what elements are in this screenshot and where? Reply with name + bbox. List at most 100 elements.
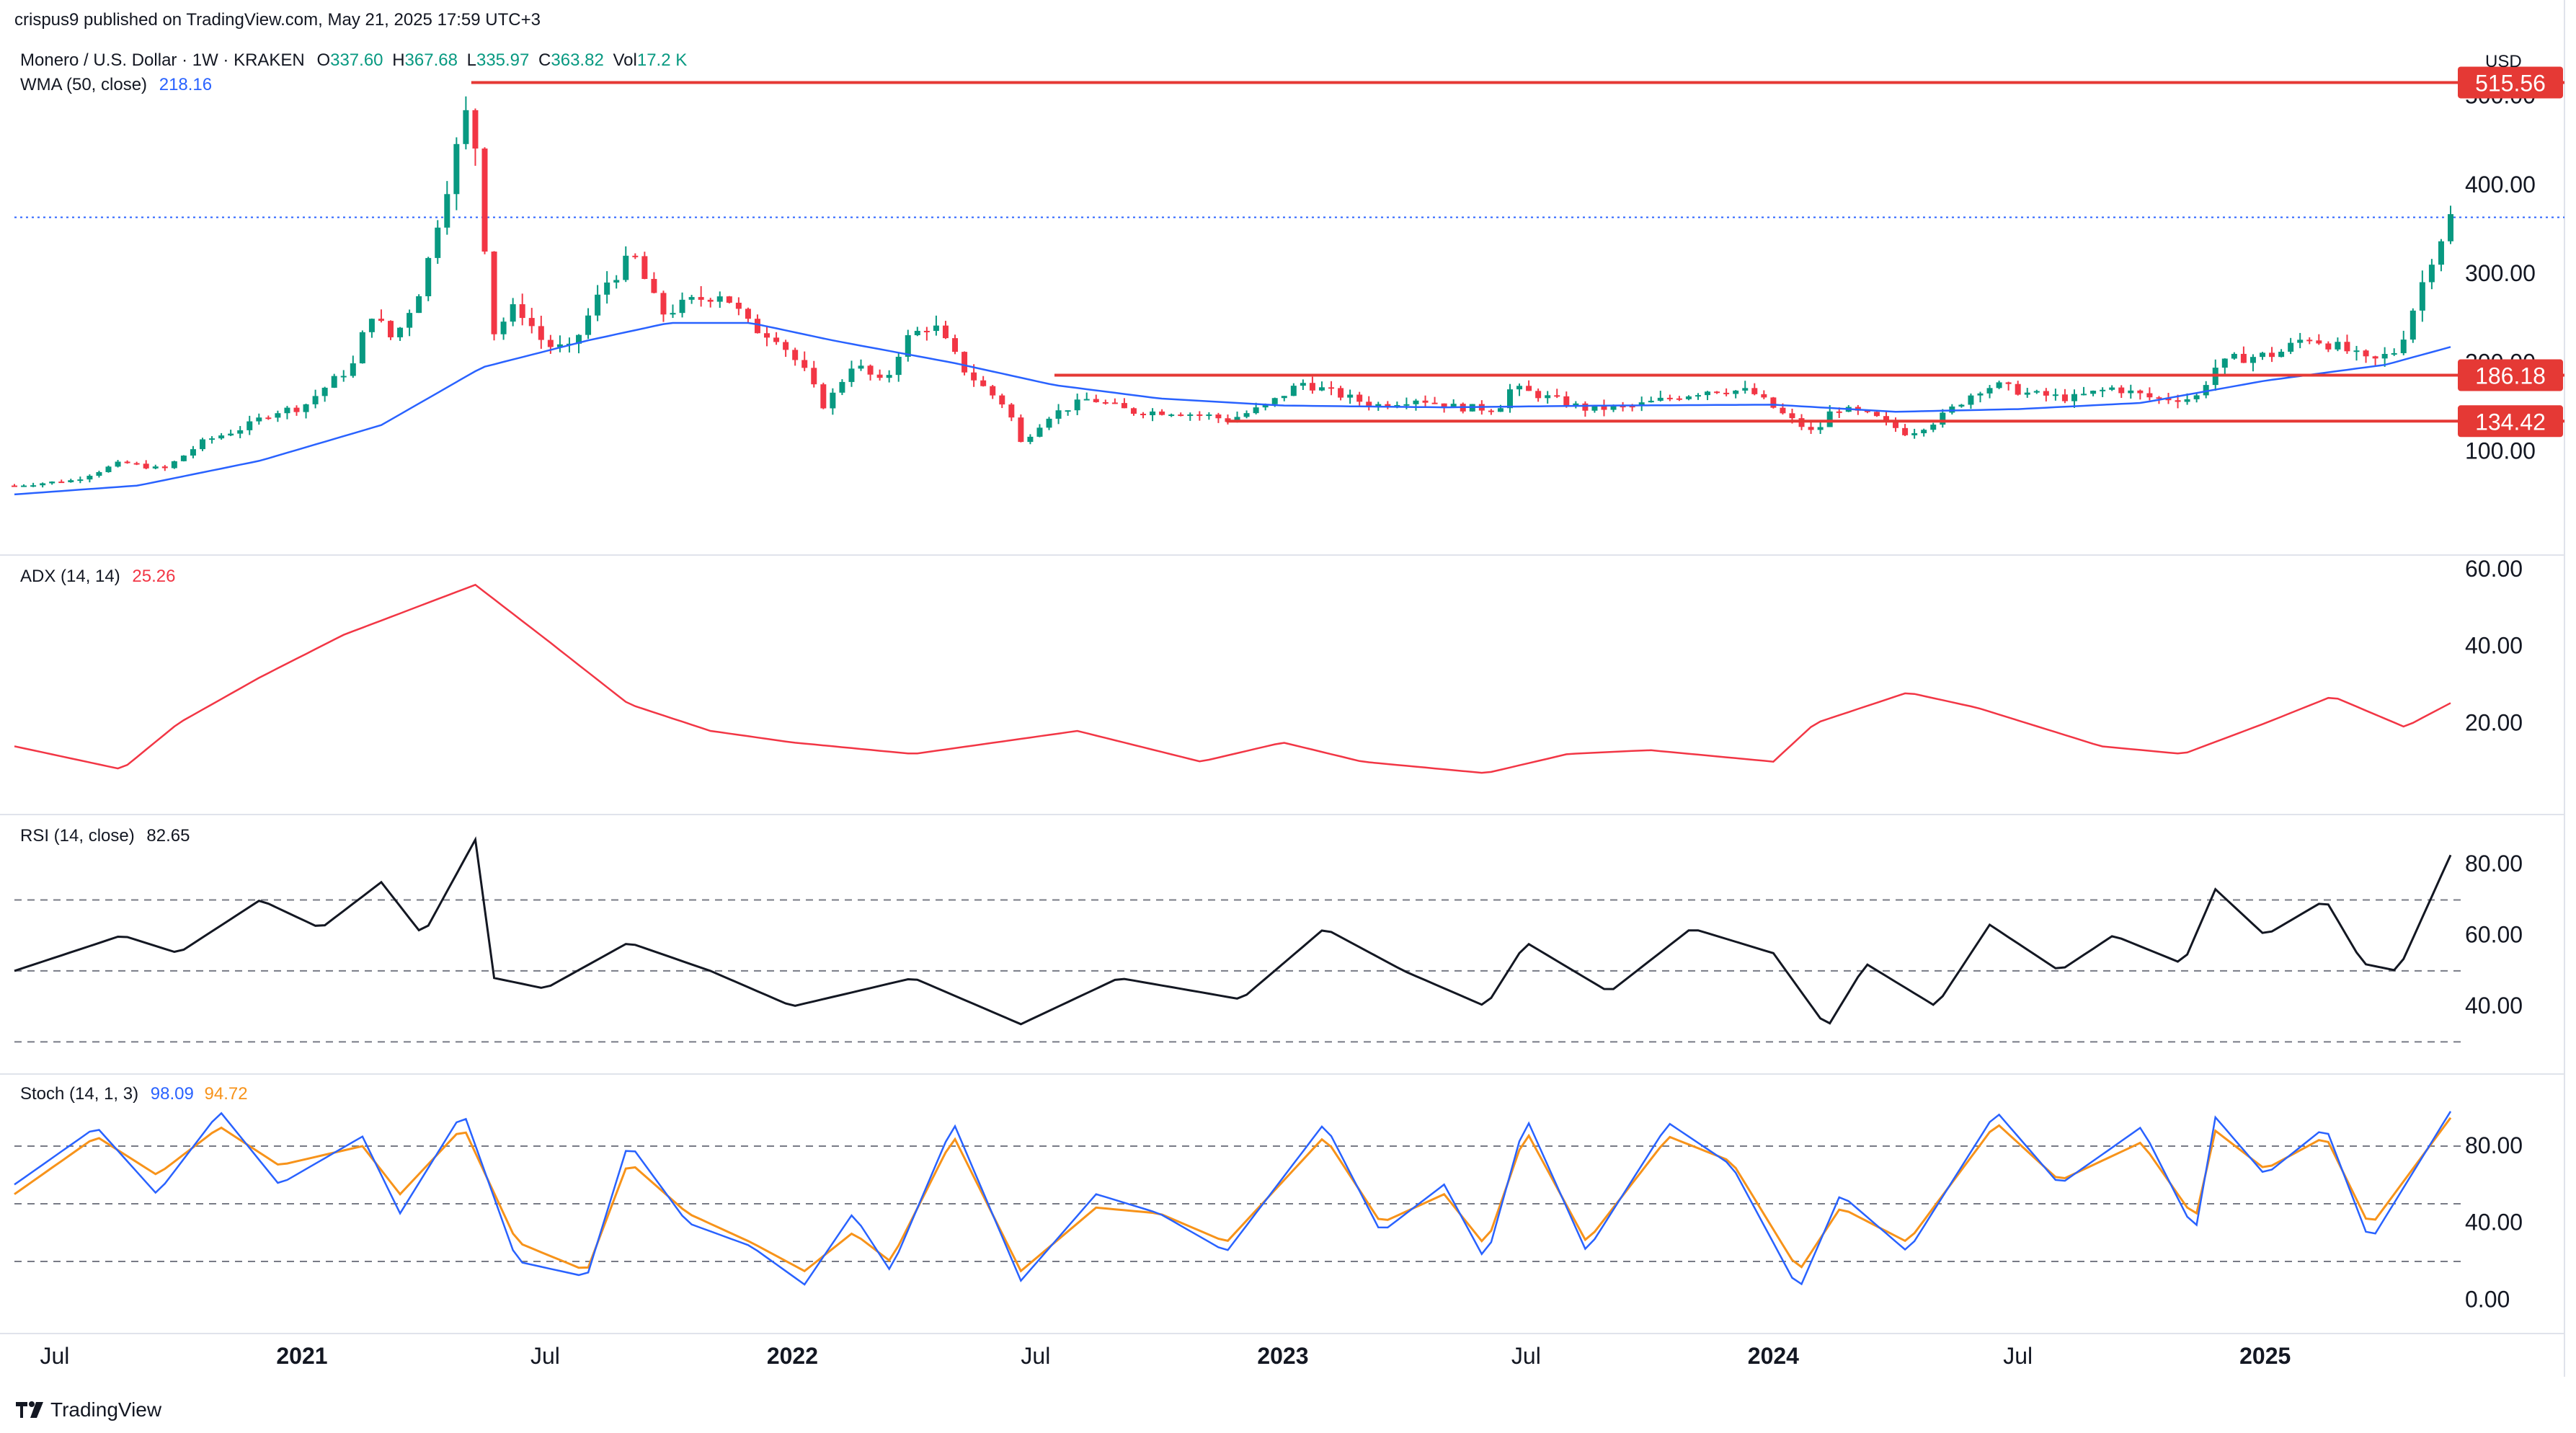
y-tick-label: 40.00 <box>2465 1210 2523 1235</box>
high-value: 367.68 <box>404 50 458 70</box>
level-price-tag <box>2458 66 2563 99</box>
candle-up <box>86 476 93 480</box>
candle-up <box>2024 392 2030 395</box>
currency-label[interactable]: USD <box>2485 52 2522 71</box>
tradingview-footer[interactable]: TradingView <box>14 1398 161 1421</box>
candle-down <box>1018 417 1024 443</box>
candle-up <box>510 304 516 322</box>
candle-up <box>500 321 507 334</box>
candle-down <box>378 319 384 321</box>
candle-up <box>1027 436 1034 443</box>
candle-up <box>1290 386 1297 396</box>
candle-down <box>481 148 488 252</box>
candle-down <box>783 342 789 350</box>
candle-up <box>576 334 582 344</box>
candle-up <box>2221 358 2228 368</box>
symbol-label: Monero / U.S. Dollar · 1W · KRAKEN <box>20 50 305 70</box>
candle-up <box>444 194 450 228</box>
close-value: 363.82 <box>551 50 604 70</box>
candle-up <box>321 387 328 396</box>
candle-down <box>528 318 535 327</box>
candle-down <box>641 256 648 279</box>
candle-up <box>886 375 892 378</box>
candle-up <box>1243 413 1250 417</box>
candle-up <box>1347 394 1354 398</box>
candle-down <box>811 368 817 385</box>
candle-up <box>2100 389 2106 391</box>
candle-down <box>726 296 732 303</box>
x-tick-label: Jul <box>40 1343 69 1369</box>
candle-up <box>368 319 375 332</box>
candle-down <box>1666 397 1673 399</box>
volume-label: Vol <box>613 50 637 70</box>
candle-down <box>491 252 497 334</box>
candle-up <box>613 280 620 283</box>
x-tick-label: 2025 <box>2239 1343 2291 1369</box>
x-tick-label: Jul <box>2003 1343 2033 1369</box>
candle-up <box>623 255 629 280</box>
candle-up <box>1083 399 1090 401</box>
candle-down <box>1178 414 1184 417</box>
candle-up <box>1545 395 1551 399</box>
candle-up <box>49 482 55 484</box>
candle-up <box>209 438 216 440</box>
tradingview-logo-icon <box>16 1401 43 1418</box>
x-tick-label: 2023 <box>1257 1343 1308 1369</box>
candle-up <box>1206 414 1212 417</box>
level-price-label: 515.56 <box>2475 70 2546 96</box>
candle-down <box>1902 427 1909 435</box>
y-tick-label: 60.00 <box>2465 556 2523 582</box>
adx-pane <box>14 583 2451 774</box>
candle-down <box>1140 413 1147 416</box>
candle-up <box>1733 390 1739 394</box>
candle-up <box>1685 396 1692 399</box>
candle-down <box>1554 395 1560 397</box>
adx-label: ADX (14, 14) <box>20 567 120 586</box>
candle-up <box>1940 412 1946 425</box>
candle-up <box>190 449 196 456</box>
x-tick-label: 2024 <box>1748 1343 1799 1369</box>
candle-up <box>218 435 225 439</box>
candle-up <box>1921 430 1927 434</box>
candle-up <box>425 257 432 296</box>
candle-up <box>331 376 337 388</box>
candle-down <box>1338 388 1344 398</box>
candle-down <box>2061 394 2068 401</box>
candle-down <box>745 309 751 319</box>
candle-down <box>942 325 949 339</box>
candle-down <box>961 352 968 373</box>
candle-up <box>1968 395 1974 405</box>
close-label: C <box>538 50 551 70</box>
candle-down <box>1723 392 1730 394</box>
candle-up <box>716 296 723 302</box>
candle-down <box>980 380 987 386</box>
candle-down <box>632 255 639 257</box>
candle-up <box>40 483 46 486</box>
candle-down <box>124 461 130 463</box>
candle-up <box>1610 406 1617 410</box>
rsi-label: RSI (14, close) <box>20 826 135 846</box>
candle-up <box>2184 399 2190 402</box>
candle-down <box>547 340 554 347</box>
low-label: L <box>466 50 476 70</box>
candle-up <box>312 396 319 404</box>
candle-down <box>792 350 799 360</box>
candle-up <box>463 110 469 144</box>
candle-down <box>58 482 65 484</box>
adx-legend: ADX (14, 14) 25.26 <box>20 567 175 587</box>
candle-down <box>1620 406 1626 408</box>
candle-up <box>2090 391 2097 394</box>
candle-down <box>265 417 272 420</box>
candle-down <box>1159 411 1165 415</box>
x-tick-label: Jul <box>530 1343 560 1369</box>
wma-line <box>14 321 2451 496</box>
candle-up <box>1657 397 1664 401</box>
candle-up <box>858 365 864 369</box>
candle-up <box>2128 390 2134 394</box>
y-tick-label: 80.00 <box>2465 1132 2523 1158</box>
candle-up <box>1046 418 1052 428</box>
stoch-d-line <box>14 1117 2452 1273</box>
candle-down <box>1770 397 1777 408</box>
candle-up <box>2419 282 2425 311</box>
